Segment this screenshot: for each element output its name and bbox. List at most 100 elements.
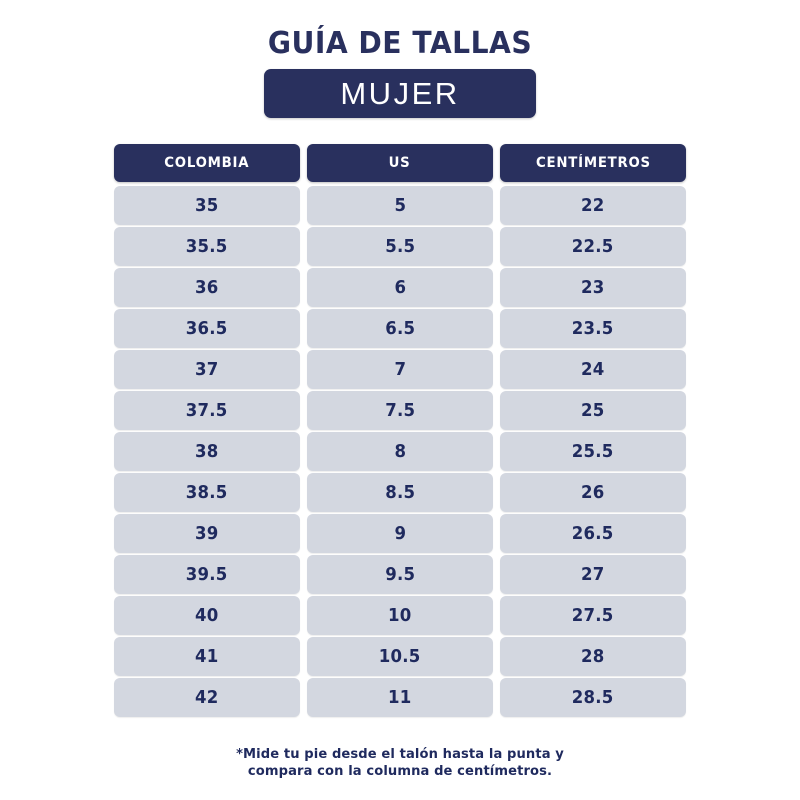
cell-value: 22 bbox=[581, 195, 605, 216]
cell-centimetros: 25 bbox=[500, 391, 686, 430]
cell-us: 9.5 bbox=[307, 555, 493, 594]
cell-value: 23 bbox=[581, 277, 605, 298]
table-row: 42 11 28.5 bbox=[114, 678, 686, 717]
cell-value: 5 bbox=[394, 195, 406, 216]
page-title: GUÍA DE TALLAS bbox=[267, 26, 533, 61]
cell-colombia: 39 bbox=[114, 514, 300, 553]
cell-centimetros: 25.5 bbox=[500, 432, 686, 471]
cell-us: 11 bbox=[307, 678, 493, 717]
cell-centimetros: 24 bbox=[500, 350, 686, 389]
cell-value: 28.5 bbox=[572, 687, 614, 708]
table-header-row: COLOMBIA US CENTÍMETROS bbox=[114, 144, 686, 182]
category-badge: MUJER bbox=[264, 69, 536, 118]
cell-value: 27.5 bbox=[572, 605, 614, 626]
cell-us: 5 bbox=[307, 186, 493, 225]
table-row: 37.5 7.5 25 bbox=[114, 391, 686, 430]
table-row: 41 10.5 28 bbox=[114, 637, 686, 676]
cell-colombia: 36.5 bbox=[114, 309, 300, 348]
cell-colombia: 37 bbox=[114, 350, 300, 389]
table-row: 39 9 26.5 bbox=[114, 514, 686, 553]
cell-centimetros: 27.5 bbox=[500, 596, 686, 635]
cell-centimetros: 26.5 bbox=[500, 514, 686, 553]
table-row: 35 5 22 bbox=[114, 186, 686, 225]
column-header-label: CENTÍMETROS bbox=[535, 155, 651, 171]
cell-us: 10.5 bbox=[307, 637, 493, 676]
cell-value: 39 bbox=[195, 523, 219, 544]
cell-value: 10.5 bbox=[379, 646, 421, 667]
cell-value: 36 bbox=[195, 277, 219, 298]
cell-value: 11 bbox=[388, 687, 412, 708]
cell-value: 5.5 bbox=[385, 236, 415, 257]
cell-centimetros: 23.5 bbox=[500, 309, 686, 348]
footnote-line-1: *Mide tu pie desde el talón hasta la pun… bbox=[236, 746, 564, 762]
cell-colombia: 39.5 bbox=[114, 555, 300, 594]
cell-value: 9 bbox=[394, 523, 406, 544]
table-row: 38.5 8.5 26 bbox=[114, 473, 686, 512]
table-row: 37 7 24 bbox=[114, 350, 686, 389]
cell-centimetros: 27 bbox=[500, 555, 686, 594]
cell-value: 37.5 bbox=[186, 400, 228, 421]
cell-value: 28 bbox=[581, 646, 605, 667]
cell-value: 8 bbox=[394, 441, 406, 462]
table-row: 35.5 5.5 22.5 bbox=[114, 227, 686, 266]
cell-value: 27 bbox=[581, 564, 605, 585]
cell-us: 8.5 bbox=[307, 473, 493, 512]
column-header-label: COLOMBIA bbox=[164, 155, 250, 171]
cell-centimetros: 28.5 bbox=[500, 678, 686, 717]
cell-value: 39.5 bbox=[186, 564, 228, 585]
cell-value: 35.5 bbox=[186, 236, 228, 257]
cell-us: 7.5 bbox=[307, 391, 493, 430]
cell-value: 36.5 bbox=[186, 318, 228, 339]
cell-value: 8.5 bbox=[385, 482, 415, 503]
cell-value: 22.5 bbox=[572, 236, 614, 257]
cell-value: 37 bbox=[195, 359, 219, 380]
cell-value: 9.5 bbox=[385, 564, 415, 585]
cell-value: 40 bbox=[195, 605, 219, 626]
cell-value: 24 bbox=[581, 359, 605, 380]
table-row: 40 10 27.5 bbox=[114, 596, 686, 635]
cell-us: 5.5 bbox=[307, 227, 493, 266]
cell-centimetros: 22 bbox=[500, 186, 686, 225]
cell-us: 6.5 bbox=[307, 309, 493, 348]
header: GUÍA DE TALLAS MUJER bbox=[0, 26, 800, 118]
size-table: COLOMBIA US CENTÍMETROS 35 5 22 35.5 5.5… bbox=[114, 144, 686, 719]
column-header-colombia: COLOMBIA bbox=[114, 144, 300, 182]
cell-value: 42 bbox=[195, 687, 219, 708]
category-badge-wrap: MUJER bbox=[0, 69, 800, 118]
cell-colombia: 40 bbox=[114, 596, 300, 635]
cell-value: 25.5 bbox=[572, 441, 614, 462]
cell-centimetros: 23 bbox=[500, 268, 686, 307]
footnote-line-2: compara con la columna de centímetros. bbox=[247, 763, 553, 779]
cell-value: 10 bbox=[388, 605, 412, 626]
table-row: 39.5 9.5 27 bbox=[114, 555, 686, 594]
cell-colombia: 42 bbox=[114, 678, 300, 717]
cell-centimetros: 22.5 bbox=[500, 227, 686, 266]
footnote: *Mide tu pie desde el talón hasta la pun… bbox=[0, 746, 800, 780]
cell-value: 38 bbox=[195, 441, 219, 462]
column-header-label: US bbox=[389, 155, 411, 171]
cell-colombia: 35 bbox=[114, 186, 300, 225]
category-badge-label: MUJER bbox=[340, 76, 460, 111]
column-header-us: US bbox=[307, 144, 493, 182]
cell-value: 25 bbox=[581, 400, 605, 421]
cell-colombia: 35.5 bbox=[114, 227, 300, 266]
table-row: 36 6 23 bbox=[114, 268, 686, 307]
cell-us: 7 bbox=[307, 350, 493, 389]
cell-value: 6 bbox=[394, 277, 406, 298]
cell-value: 26 bbox=[581, 482, 605, 503]
cell-value: 41 bbox=[195, 646, 219, 667]
cell-value: 26.5 bbox=[572, 523, 614, 544]
cell-colombia: 37.5 bbox=[114, 391, 300, 430]
cell-value: 7.5 bbox=[385, 400, 415, 421]
cell-us: 9 bbox=[307, 514, 493, 553]
cell-us: 6 bbox=[307, 268, 493, 307]
cell-centimetros: 26 bbox=[500, 473, 686, 512]
cell-us: 10 bbox=[307, 596, 493, 635]
cell-colombia: 36 bbox=[114, 268, 300, 307]
cell-value: 38.5 bbox=[186, 482, 228, 503]
cell-us: 8 bbox=[307, 432, 493, 471]
column-header-centimetros: CENTÍMETROS bbox=[500, 144, 686, 182]
cell-value: 23.5 bbox=[572, 318, 614, 339]
table-row: 36.5 6.5 23.5 bbox=[114, 309, 686, 348]
